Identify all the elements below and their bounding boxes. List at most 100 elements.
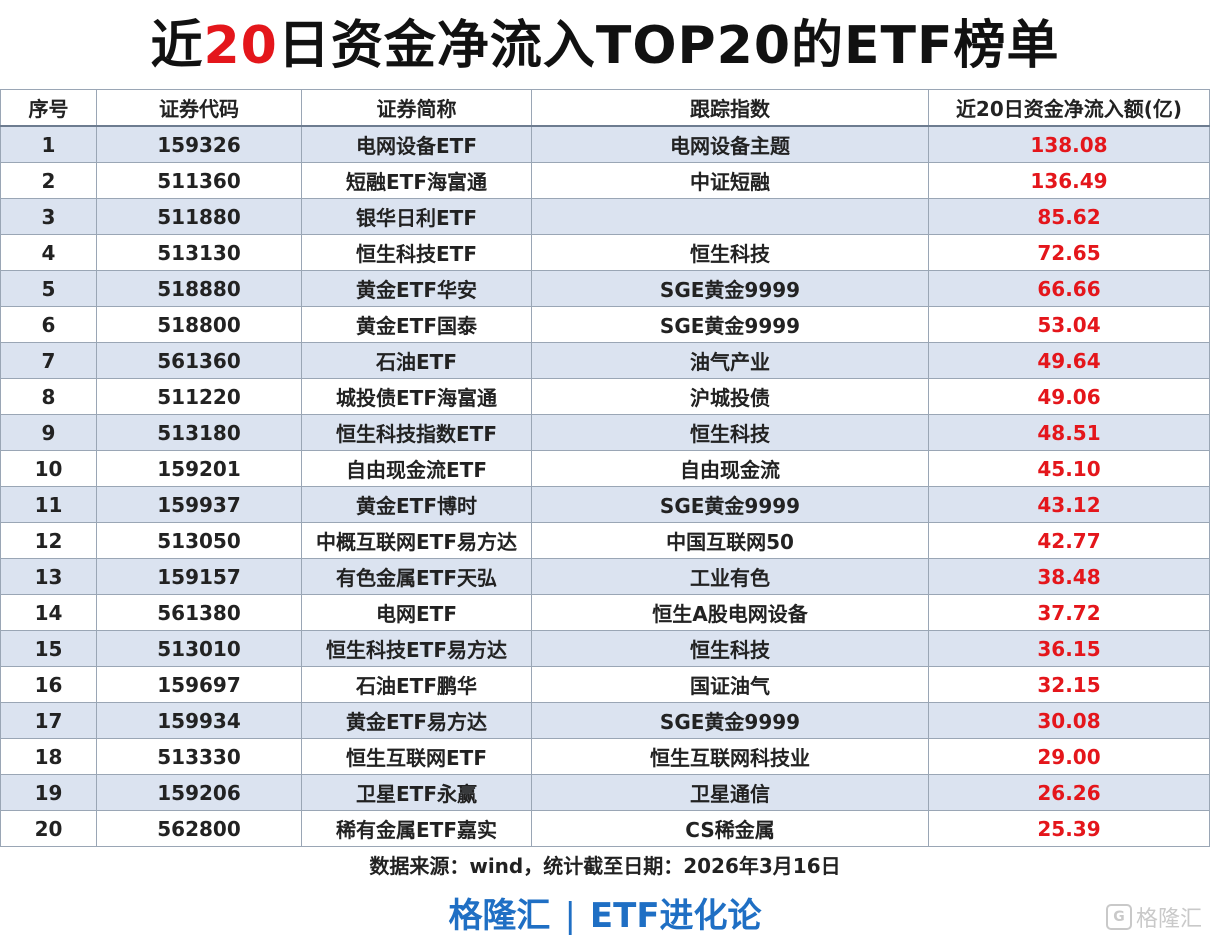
cell-rank: 13 bbox=[0, 558, 97, 595]
cell-index: 恒生科技 bbox=[531, 414, 929, 451]
cell-code: 513050 bbox=[96, 522, 302, 559]
cell-index: SGE黄金9999 bbox=[531, 306, 929, 343]
watermark: G 格隆汇 bbox=[1105, 901, 1202, 933]
cell-inflow: 48.51 bbox=[928, 414, 1210, 451]
cell-rank: 8 bbox=[0, 378, 97, 415]
cell-inflow: 32.15 bbox=[928, 666, 1210, 703]
cell-index: SGE黄金9999 bbox=[531, 270, 929, 307]
cell-rank: 1 bbox=[0, 125, 97, 163]
table-row: 2 511360 短融ETF海富通 中证短融 136.49 bbox=[0, 162, 1210, 199]
cell-name: 电网ETF bbox=[301, 594, 532, 631]
table-row: 11 159937 黄金ETF博时 SGE黄金9999 43.12 bbox=[0, 486, 1210, 523]
cell-rank: 2 bbox=[0, 162, 97, 199]
cell-index: 沪城投债 bbox=[531, 378, 929, 415]
brand-left: 格隆汇 bbox=[448, 896, 551, 936]
table-row: 13 159157 有色金属ETF天弘 工业有色 38.48 bbox=[0, 558, 1210, 595]
table-row: 8 511220 城投债ETF海富通 沪城投债 49.06 bbox=[0, 378, 1210, 415]
cell-name: 恒生科技指数ETF bbox=[301, 414, 532, 451]
cell-rank: 6 bbox=[0, 306, 97, 343]
cell-name: 黄金ETF华安 bbox=[301, 270, 532, 307]
table-row: 10 159201 自由现金流ETF 自由现金流 45.10 bbox=[0, 450, 1210, 487]
header-name: 证券简称 bbox=[301, 89, 532, 127]
cell-code: 513330 bbox=[96, 738, 302, 775]
table-row: 4 513130 恒生科技ETF 恒生科技 72.65 bbox=[0, 234, 1210, 271]
table-row: 18 513330 恒生互联网ETF 恒生互联网科技业 29.00 bbox=[0, 738, 1210, 775]
cell-rank: 15 bbox=[0, 630, 97, 667]
data-source-note: 数据来源：wind，统计截至日期：2026年3月16日 bbox=[369, 854, 841, 878]
header-inflow: 近20日资金净流入额(亿) bbox=[928, 89, 1210, 127]
table-row: 16 159697 石油ETF鹏华 国证油气 32.15 bbox=[0, 666, 1210, 703]
cell-name: 短融ETF海富通 bbox=[301, 162, 532, 199]
header-index: 跟踪指数 bbox=[531, 89, 929, 127]
cell-inflow: 30.08 bbox=[928, 702, 1210, 739]
cell-rank: 9 bbox=[0, 414, 97, 451]
cell-rank: 16 bbox=[0, 666, 97, 703]
cell-index: 自由现金流 bbox=[531, 450, 929, 487]
cell-rank: 11 bbox=[0, 486, 97, 523]
table-row: 17 159934 黄金ETF易方达 SGE黄金9999 30.08 bbox=[0, 702, 1210, 739]
cell-inflow: 138.08 bbox=[928, 125, 1210, 163]
title-suffix: 日资金净流入TOP20的ETF榜单 bbox=[277, 16, 1060, 76]
cell-code: 511220 bbox=[96, 378, 302, 415]
cell-code: 518880 bbox=[96, 270, 302, 307]
cell-code: 159157 bbox=[96, 558, 302, 595]
cell-rank: 4 bbox=[0, 234, 97, 271]
gelonghui-logo-icon: G bbox=[1105, 904, 1132, 930]
cell-name: 电网设备ETF bbox=[301, 125, 532, 163]
brand-footer: 格隆汇 | ETF进化论 bbox=[0, 888, 1210, 937]
cell-code: 561360 bbox=[96, 342, 302, 379]
cell-code: 513180 bbox=[96, 414, 302, 451]
cell-index: 工业有色 bbox=[531, 558, 929, 595]
cell-inflow: 49.06 bbox=[928, 378, 1210, 415]
cell-inflow: 25.39 bbox=[928, 810, 1210, 847]
cell-code: 159697 bbox=[96, 666, 302, 703]
cell-rank: 20 bbox=[0, 810, 97, 847]
page-title: 近20日资金净流入TOP20的ETF榜单 bbox=[0, 8, 1210, 84]
cell-inflow: 85.62 bbox=[928, 198, 1210, 235]
header-code: 证券代码 bbox=[96, 89, 302, 127]
table-row: 7 561360 石油ETF 油气产业 49.64 bbox=[0, 342, 1210, 379]
cell-inflow: 38.48 bbox=[928, 558, 1210, 595]
cell-inflow: 49.64 bbox=[928, 342, 1210, 379]
cell-name: 恒生互联网ETF bbox=[301, 738, 532, 775]
cell-index: 恒生科技 bbox=[531, 234, 929, 271]
cell-name: 城投债ETF海富通 bbox=[301, 378, 532, 415]
cell-index bbox=[531, 198, 929, 235]
cell-rank: 12 bbox=[0, 522, 97, 559]
cell-rank: 18 bbox=[0, 738, 97, 775]
cell-code: 518800 bbox=[96, 306, 302, 343]
cell-inflow: 42.77 bbox=[928, 522, 1210, 559]
cell-index: 油气产业 bbox=[531, 342, 929, 379]
cell-rank: 17 bbox=[0, 702, 97, 739]
cell-name: 石油ETF鹏华 bbox=[301, 666, 532, 703]
cell-index: SGE黄金9999 bbox=[531, 486, 929, 523]
table-row: 15 513010 恒生科技ETF易方达 恒生科技 36.15 bbox=[0, 630, 1210, 667]
cell-inflow: 66.66 bbox=[928, 270, 1210, 307]
cell-name: 恒生科技ETF bbox=[301, 234, 532, 271]
cell-name: 黄金ETF国泰 bbox=[301, 306, 532, 343]
cell-code: 159201 bbox=[96, 450, 302, 487]
cell-code: 159934 bbox=[96, 702, 302, 739]
table-row: 9 513180 恒生科技指数ETF 恒生科技 48.51 bbox=[0, 414, 1210, 451]
title-highlight: 20 bbox=[203, 16, 278, 76]
cell-name: 银华日利ETF bbox=[301, 198, 532, 235]
watermark-text: 格隆汇 bbox=[1135, 907, 1202, 932]
cell-name: 黄金ETF易方达 bbox=[301, 702, 532, 739]
cell-name: 卫星ETF永赢 bbox=[301, 774, 532, 811]
cell-code: 513130 bbox=[96, 234, 302, 271]
cell-inflow: 36.15 bbox=[928, 630, 1210, 667]
cell-inflow: 45.10 bbox=[928, 450, 1210, 487]
cell-inflow: 26.26 bbox=[928, 774, 1210, 811]
cell-rank: 10 bbox=[0, 450, 97, 487]
table-row: 6 518800 黄金ETF国泰 SGE黄金9999 53.04 bbox=[0, 306, 1210, 343]
table-body: 1 159326 电网设备ETF 电网设备主题 138.08 2 511360 短融ETF海富… bbox=[0, 125, 1210, 847]
cell-index: CS稀金属 bbox=[531, 810, 929, 847]
cell-code: 513010 bbox=[96, 630, 302, 667]
cell-index: 中证短融 bbox=[531, 162, 929, 199]
cell-index: 恒生互联网科技业 bbox=[531, 738, 929, 775]
cell-inflow: 53.04 bbox=[928, 306, 1210, 343]
cell-code: 562800 bbox=[96, 810, 302, 847]
cell-rank: 19 bbox=[0, 774, 97, 811]
cell-code: 511880 bbox=[96, 198, 302, 235]
cell-inflow: 136.49 bbox=[928, 162, 1210, 199]
